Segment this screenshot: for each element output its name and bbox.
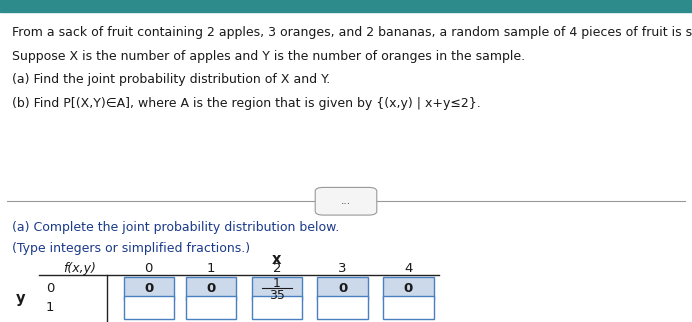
Text: 0: 0 (206, 282, 216, 295)
Text: 35: 35 (269, 289, 284, 302)
Bar (252, 296, 302, 319)
Text: f(x,y): f(x,y) (63, 262, 96, 275)
Text: 1: 1 (46, 301, 54, 314)
Text: 3: 3 (338, 262, 347, 275)
Text: 0: 0 (338, 282, 347, 295)
Text: y: y (16, 291, 26, 306)
Text: (Type integers or simplified fractions.): (Type integers or simplified fractions.) (12, 242, 251, 255)
Bar (0, 0, 692, 12)
Bar (185, 277, 237, 300)
Text: 1: 1 (273, 277, 281, 289)
Bar (123, 277, 174, 300)
Text: ...: ... (341, 196, 351, 206)
Text: 4: 4 (404, 262, 412, 275)
Bar (123, 296, 174, 319)
Text: 1: 1 (207, 262, 215, 275)
Bar (252, 277, 302, 300)
Text: 0: 0 (145, 262, 153, 275)
Text: 0: 0 (46, 282, 54, 295)
Bar (185, 296, 237, 319)
Bar (383, 296, 433, 319)
Text: 0: 0 (403, 282, 413, 295)
Bar (317, 296, 368, 319)
Text: (a) Find the joint probability distribution of X and Y.: (a) Find the joint probability distribut… (12, 73, 331, 86)
Text: (a) Complete the joint probability distribution below.: (a) Complete the joint probability distr… (12, 221, 340, 233)
Text: Suppose X is the number of apples and Y is the number of oranges in the sample.: Suppose X is the number of apples and Y … (12, 50, 526, 63)
Text: x: x (272, 252, 282, 267)
FancyBboxPatch shape (316, 187, 376, 215)
Text: 0: 0 (144, 282, 154, 295)
Text: (b) Find P[(X,Y)∈A], where A is the region that is given by {(x,y) | x+y≤2}.: (b) Find P[(X,Y)∈A], where A is the regi… (12, 97, 481, 110)
Text: 2: 2 (273, 262, 281, 275)
Text: From a sack of fruit containing 2 apples, 3 oranges, and 2 bananas, a random sam: From a sack of fruit containing 2 apples… (12, 26, 692, 39)
Bar (317, 277, 368, 300)
Bar (383, 277, 433, 300)
